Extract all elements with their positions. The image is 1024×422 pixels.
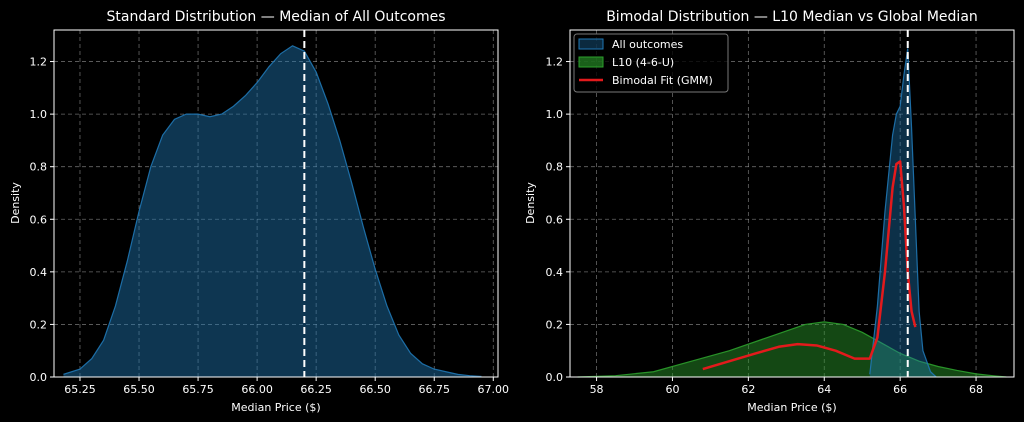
y-axis-label: Density <box>524 182 537 224</box>
axis-ticks: 65.25 65.50 65.75 66.00 66.25 66.50 66.75 67.00… <box>30 56 510 396</box>
y-tick-label: 0.0 <box>30 371 48 384</box>
chart-title: Standard Distribution — Median of All Ou… <box>106 9 445 25</box>
x-tick-label: 66.00 <box>241 383 273 396</box>
x-tick-label: 67.00 <box>478 383 510 396</box>
x-tick-label: 68 <box>969 383 983 396</box>
plot-frame <box>569 29 1015 378</box>
x-tick-label: 62 <box>741 383 755 396</box>
legend-swatch-l10 <box>578 56 604 68</box>
y-tick-label: 0.0 <box>546 371 564 384</box>
x-tick-label: 66 <box>893 383 907 396</box>
axis-ticks: 58 60 62 64 66 68 0.0 0.2 0.4 0.6 0.8 1.0 1.2 <box>546 56 984 396</box>
data-marks <box>63 30 482 378</box>
chart-title: Bimodal Distribution — L10 Median vs Glo… <box>606 9 978 25</box>
x-tick-label: 66.25 <box>300 383 332 396</box>
y-tick-label: 1.0 <box>546 108 564 121</box>
x-tick-label: 65.75 <box>182 383 214 396</box>
y-tick-label: 0.2 <box>30 318 48 331</box>
y-tick-label: 0.8 <box>30 161 48 174</box>
x-tick-label: 66.50 <box>359 383 391 396</box>
data-marks <box>577 30 1007 378</box>
x-tick-label: 66.75 <box>418 383 450 396</box>
y-tick-label: 0.4 <box>546 266 564 279</box>
y-tick-label: 1.2 <box>546 56 564 69</box>
y-axis-label: Density <box>9 182 22 224</box>
legend: All outcomes L10 (4-6-U) Bimodal Fit (GM… <box>573 33 729 93</box>
area-outline-l10-4-6-u <box>577 321 1007 378</box>
legend-label-l10: L10 (4-6-U) <box>612 56 674 69</box>
y-tick-label: 1.0 <box>30 108 48 121</box>
y-tick-label: 0.4 <box>30 266 48 279</box>
area-fill-all-outcomes <box>869 48 937 377</box>
x-tick-label: 60 <box>665 383 679 396</box>
area-outline-all-outcomes <box>869 48 937 378</box>
x-tick-label: 65.25 <box>64 383 96 396</box>
plot-frame <box>53 29 499 378</box>
x-axis-label: Median Price ($) <box>231 401 320 414</box>
x-tick-label: 64 <box>817 383 831 396</box>
x-tick-label: 58 <box>590 383 604 396</box>
y-tick-label: 1.2 <box>30 56 48 69</box>
y-tick-label: 0.6 <box>30 213 48 226</box>
y-tick-label: 0.6 <box>546 213 564 226</box>
area-outline-all-outcomes <box>63 45 482 378</box>
x-tick-label: 65.50 <box>123 383 155 396</box>
legend-swatch-all-outcomes <box>578 38 604 50</box>
chart-bimodal-distribution: Bimodal Distribution — L10 Median vs Glo… <box>524 9 1015 414</box>
legend-label-gmm: Bimodal Fit (GMM) <box>612 74 713 87</box>
x-axis-label: Median Price ($) <box>747 401 836 414</box>
y-tick-label: 0.8 <box>546 161 564 174</box>
legend-label-all-outcomes: All outcomes <box>612 38 683 51</box>
gmm-fit-line <box>702 160 917 371</box>
legend-box <box>573 33 729 93</box>
chart-standard-distribution: Standard Distribution — Median of All Ou… <box>9 9 509 414</box>
y-tick-label: 0.2 <box>546 318 564 331</box>
